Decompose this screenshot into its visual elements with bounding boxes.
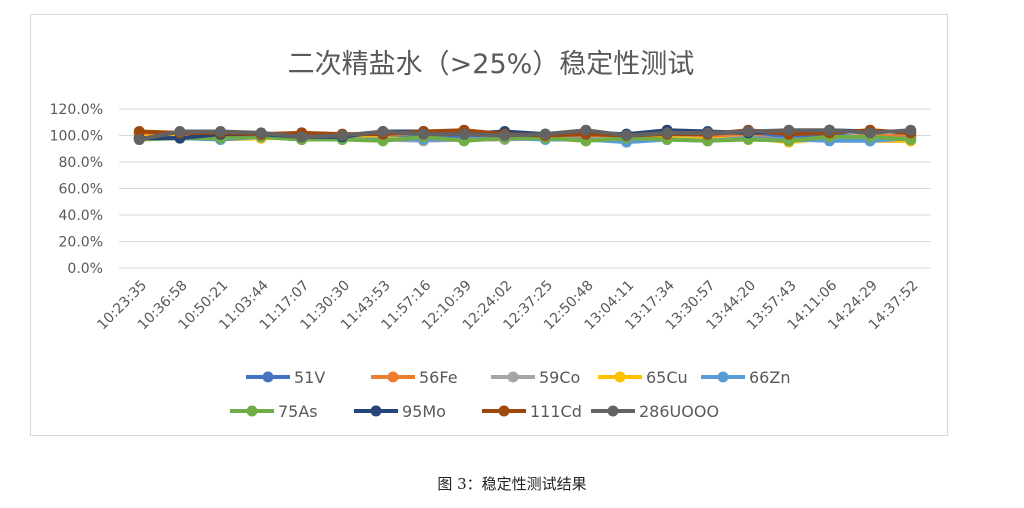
legend-item: 65Cu <box>598 368 688 387</box>
legend-swatch-marker <box>246 405 258 417</box>
legend-item: 56Fe <box>371 368 458 387</box>
legend-item: 95Mo <box>354 402 446 421</box>
legend-label: 286UOOO <box>639 402 719 421</box>
data-point <box>255 127 267 139</box>
data-point <box>905 124 917 136</box>
data-point <box>783 124 795 136</box>
data-point <box>296 131 308 143</box>
legend-swatch-marker <box>370 405 382 417</box>
data-point <box>174 126 186 138</box>
y-tick-label: 120.0% <box>50 102 103 118</box>
series-lines <box>133 124 917 148</box>
data-point <box>824 124 835 136</box>
data-point <box>621 130 632 141</box>
data-point <box>539 128 551 140</box>
legend-swatch-marker <box>607 405 619 417</box>
data-point <box>702 127 714 139</box>
legend-label: 51V <box>294 368 325 387</box>
series-line <box>137 134 913 143</box>
data-point <box>742 126 754 138</box>
y-tick-label: 60.0% <box>59 182 103 198</box>
x-axis-ticks: 10:23:3510:36:5810:50:2111:03:4411:17:07… <box>94 277 921 333</box>
data-point <box>499 130 511 141</box>
series-286UOOO <box>133 124 917 145</box>
y-tick-label: 100.0% <box>50 129 103 145</box>
legend-swatch-marker <box>717 371 729 383</box>
legend-swatch-marker <box>262 371 274 383</box>
legend-item: 75As <box>230 402 318 421</box>
legend-label: 95Mo <box>402 402 446 421</box>
data-point <box>864 127 876 139</box>
data-point <box>215 126 226 138</box>
series-line <box>137 128 913 142</box>
data-point <box>458 128 470 140</box>
legend-label: 111Cd <box>530 402 582 421</box>
data-point <box>336 130 348 141</box>
data-point <box>133 133 145 145</box>
legend-swatch-marker <box>507 371 519 383</box>
y-tick-label: 40.0% <box>59 208 103 224</box>
legend-item: 51V <box>246 368 325 387</box>
chart-title: 二次精盐水（>25%）稳定性测试 <box>288 49 695 80</box>
data-point <box>133 126 145 138</box>
data-point <box>377 126 389 138</box>
y-tick-label: 20.0% <box>59 235 103 251</box>
legend-item: 59Co <box>491 368 580 387</box>
legend-label: 65Cu <box>646 368 688 387</box>
legend-swatch-marker <box>614 371 626 383</box>
y-tick-label: 0.0% <box>67 261 103 277</box>
legend-label: 56Fe <box>419 368 458 387</box>
data-point <box>580 124 592 136</box>
figure-caption: 图 3：稳定性测试结果 <box>437 475 587 493</box>
data-point <box>418 128 429 140</box>
legend-item: 286UOOO <box>591 402 719 421</box>
legend: 51V 56Fe 59Co 65Cu 66Zn 75As 95Mo 111Cd 286UOOO <box>230 368 790 421</box>
y-axis-ticks: 0.0% 20.0% 40.0% 60.0% 80.0% 100.0% 120.0% <box>50 102 103 277</box>
legend-item: 111Cd <box>482 402 582 421</box>
line-chart: 二次精盐水（>25%）稳定性测试 0.0% 20.0% 40.0% 60.0% 80.0… <box>50 49 931 421</box>
legend-swatch-marker <box>387 371 399 383</box>
legend-swatch-marker <box>498 405 510 417</box>
y-tick-label: 80.0% <box>59 155 103 171</box>
chart-frame: 二次精盐水（>25%）稳定性测试 0.0% 20.0% 40.0% 60.0% 80.0… <box>30 14 948 436</box>
legend-item: 66Zn <box>701 368 790 387</box>
legend-label: 59Co <box>539 368 580 387</box>
legend-label: 75As <box>278 402 318 421</box>
data-point <box>661 127 673 139</box>
legend-label: 66Zn <box>749 368 790 387</box>
